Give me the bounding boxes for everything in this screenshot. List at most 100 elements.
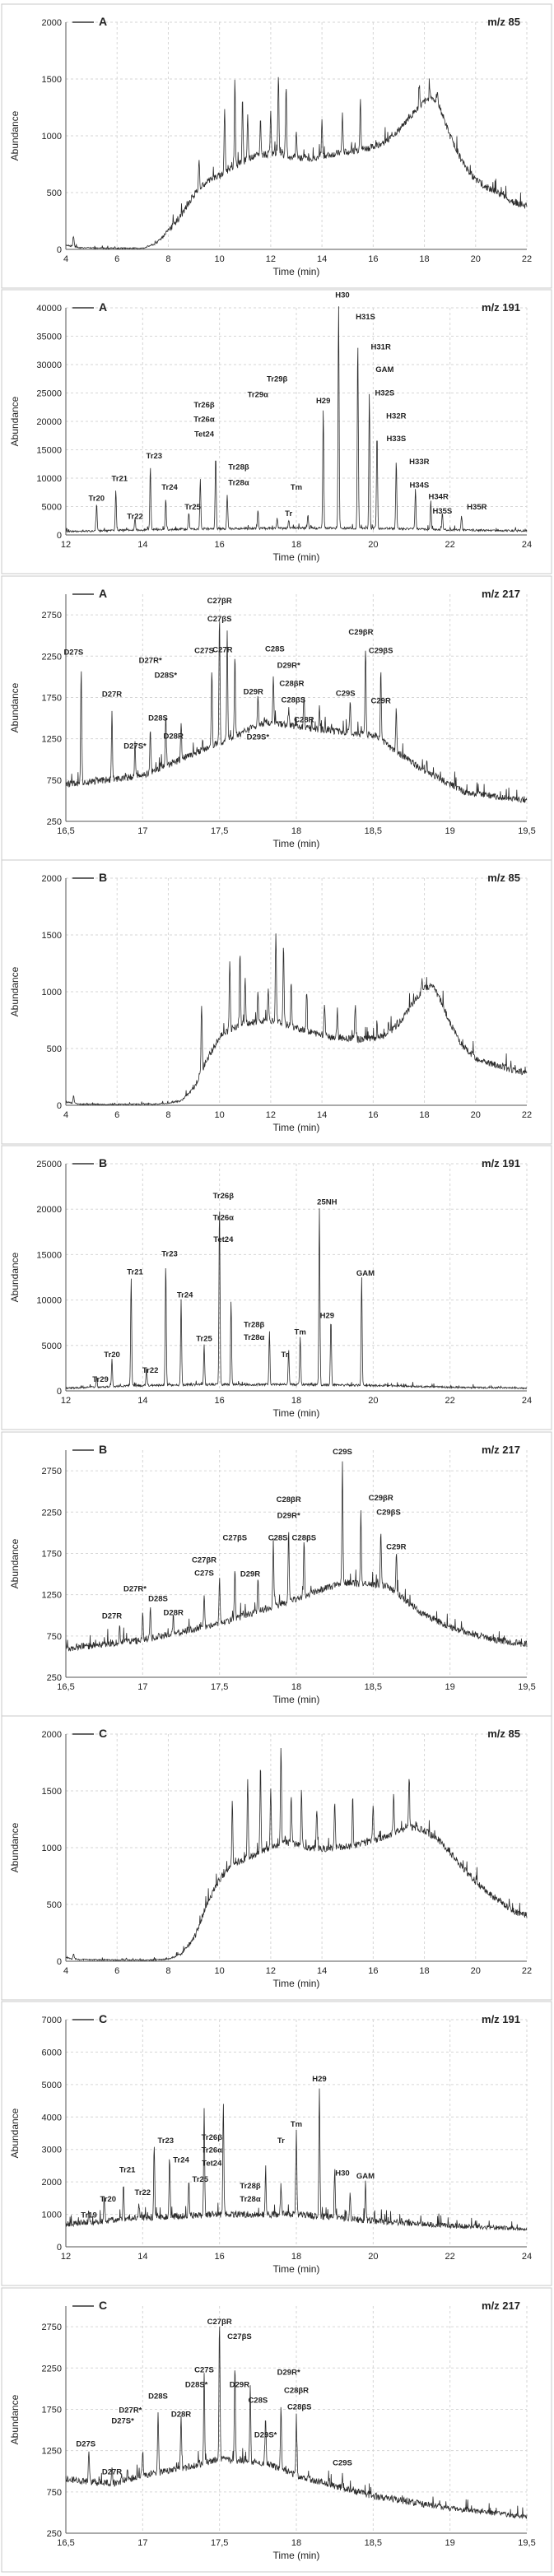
peak-label: Tr24 [161, 483, 178, 492]
x-axis-title: Time (min) [273, 2550, 320, 2561]
x-tick-label: 14 [317, 1110, 327, 1120]
peak-label: Tr26α [213, 1213, 235, 1222]
y-tick-label: 0 [57, 531, 62, 541]
peak-label: Tr29β [267, 375, 288, 384]
peak-label: D27R [102, 2468, 122, 2477]
x-tick-label: 8 [165, 254, 170, 264]
y-tick-label: 1500 [42, 75, 62, 85]
x-tick-label: 14 [137, 1396, 147, 1406]
x-tick-label: 16,5 [57, 2538, 74, 2548]
x-tick-label: 12 [266, 1966, 276, 1976]
peak-label: Tr23 [158, 2137, 175, 2146]
peak-label: C27S [194, 1569, 214, 1579]
x-tick-label: 16,5 [57, 826, 74, 836]
panel-frame [1, 1715, 552, 2001]
x-tick-label: 10 [215, 1966, 225, 1976]
signal-trace [65, 1208, 528, 1390]
peak-label: D28S* [155, 671, 178, 680]
y-tick-label: 1500 [42, 1787, 62, 1797]
y-tick-label: 2000 [42, 18, 62, 28]
peak-label: 25NH [317, 1198, 337, 1207]
x-tick-label: 14 [317, 1966, 327, 1976]
x-tick-label: 4 [63, 1110, 68, 1120]
x-tick-label: 8 [165, 1110, 170, 1120]
y-tick-label: 5000 [42, 503, 62, 513]
peak-label: Tr19 [81, 2211, 97, 2220]
peak-label: D28R [164, 1609, 184, 1618]
peak-label: Tr20 [104, 1351, 120, 1360]
legend-sample-label: C [99, 2299, 107, 2312]
x-tick-label: 16 [215, 540, 225, 550]
peak-label: Tr22 [135, 2188, 151, 2197]
peak-label: C27S [194, 646, 214, 655]
x-tick-label: 10 [215, 1110, 225, 1120]
peak-label: Tr29α [248, 390, 269, 399]
x-tick-label: 10 [215, 254, 225, 264]
peak-label: C27βR [207, 2318, 232, 2327]
x-tick-label: 12 [266, 1110, 276, 1120]
y-tick-label: 500 [47, 188, 62, 198]
x-tick-label: 6 [114, 1110, 119, 1120]
peak-label: H35S [432, 507, 452, 516]
x-tick-label: 8 [165, 1966, 170, 1976]
peak-label: C29βR [369, 1494, 393, 1503]
peak-label: C27βR [207, 597, 232, 606]
x-tick-label: 6 [114, 1966, 119, 1976]
peak-label: Tr28β [240, 2182, 261, 2191]
y-tick-label: 750 [47, 1632, 62, 1642]
x-tick-label: 18 [291, 1396, 301, 1406]
peak-label: C27S [194, 2365, 214, 2374]
y-axis-title: Abundance [9, 2108, 21, 2158]
peak-label: H33S [386, 435, 406, 444]
x-tick-label: 6 [114, 254, 119, 264]
peak-label: Tr21 [119, 2165, 136, 2174]
peak-label: Tm [291, 2120, 302, 2129]
y-tick-label: 1000 [42, 132, 62, 142]
y-tick-label: 0 [57, 245, 62, 255]
y-tick-label: 1250 [42, 735, 62, 745]
peak-label: C27R [212, 645, 232, 654]
peak-label: Tm [295, 1328, 306, 1337]
y-tick-label: 1000 [42, 988, 62, 997]
peak-label: H33R [409, 458, 429, 467]
x-tick-label: 17,5 [211, 2538, 228, 2548]
legend-sample-label: C [99, 1727, 107, 1740]
peak-label: D29R* [277, 1511, 300, 1520]
y-tick-label: 0 [57, 1387, 62, 1397]
y-tick-label: 2000 [42, 874, 62, 884]
peak-label: Tr23 [161, 1250, 178, 1259]
peak-label: Tr22 [127, 513, 143, 522]
y-tick-label: 3000 [42, 2146, 62, 2155]
x-tick-label: 22 [522, 1966, 532, 1976]
panel-frame [1, 575, 552, 861]
signal-trace [65, 1461, 528, 1652]
x-tick-label: 16 [368, 254, 378, 264]
signal-trace [66, 306, 528, 533]
x-tick-label: 20 [368, 540, 378, 550]
ion-label: m/z 217 [482, 1444, 520, 1456]
peak-label: Tr28β [244, 1321, 265, 1330]
peak-label: D28S [148, 2392, 168, 2401]
x-tick-label: 16 [368, 1966, 378, 1976]
x-tick-label: 20 [471, 1110, 481, 1120]
y-tick-label: 5000 [42, 2081, 62, 2090]
ion-label: m/z 191 [482, 2013, 520, 2025]
y-tick-label: 2750 [42, 1467, 62, 1476]
peak-label: D27R* [119, 2406, 142, 2415]
y-tick-label: 7000 [42, 2016, 62, 2025]
peak-label: D29R [244, 687, 263, 696]
x-tick-label: 19 [445, 1682, 455, 1692]
x-axis-title: Time (min) [273, 838, 320, 849]
peak-label: D28S* [185, 2380, 208, 2389]
y-tick-label: 6000 [42, 2048, 62, 2058]
peak-label: C28βR [277, 1495, 301, 1504]
x-tick-label: 17 [137, 2538, 147, 2548]
y-tick-label: 1000 [42, 2211, 62, 2220]
peak-label: D29S* [254, 2431, 277, 2440]
peak-label: Tr25 [193, 2175, 209, 2184]
legend-sample-label: A [99, 587, 107, 600]
peak-label: C28S [268, 1533, 288, 1542]
peak-label: C29βR [348, 628, 373, 637]
peak-label: C27βS [223, 1533, 248, 1542]
